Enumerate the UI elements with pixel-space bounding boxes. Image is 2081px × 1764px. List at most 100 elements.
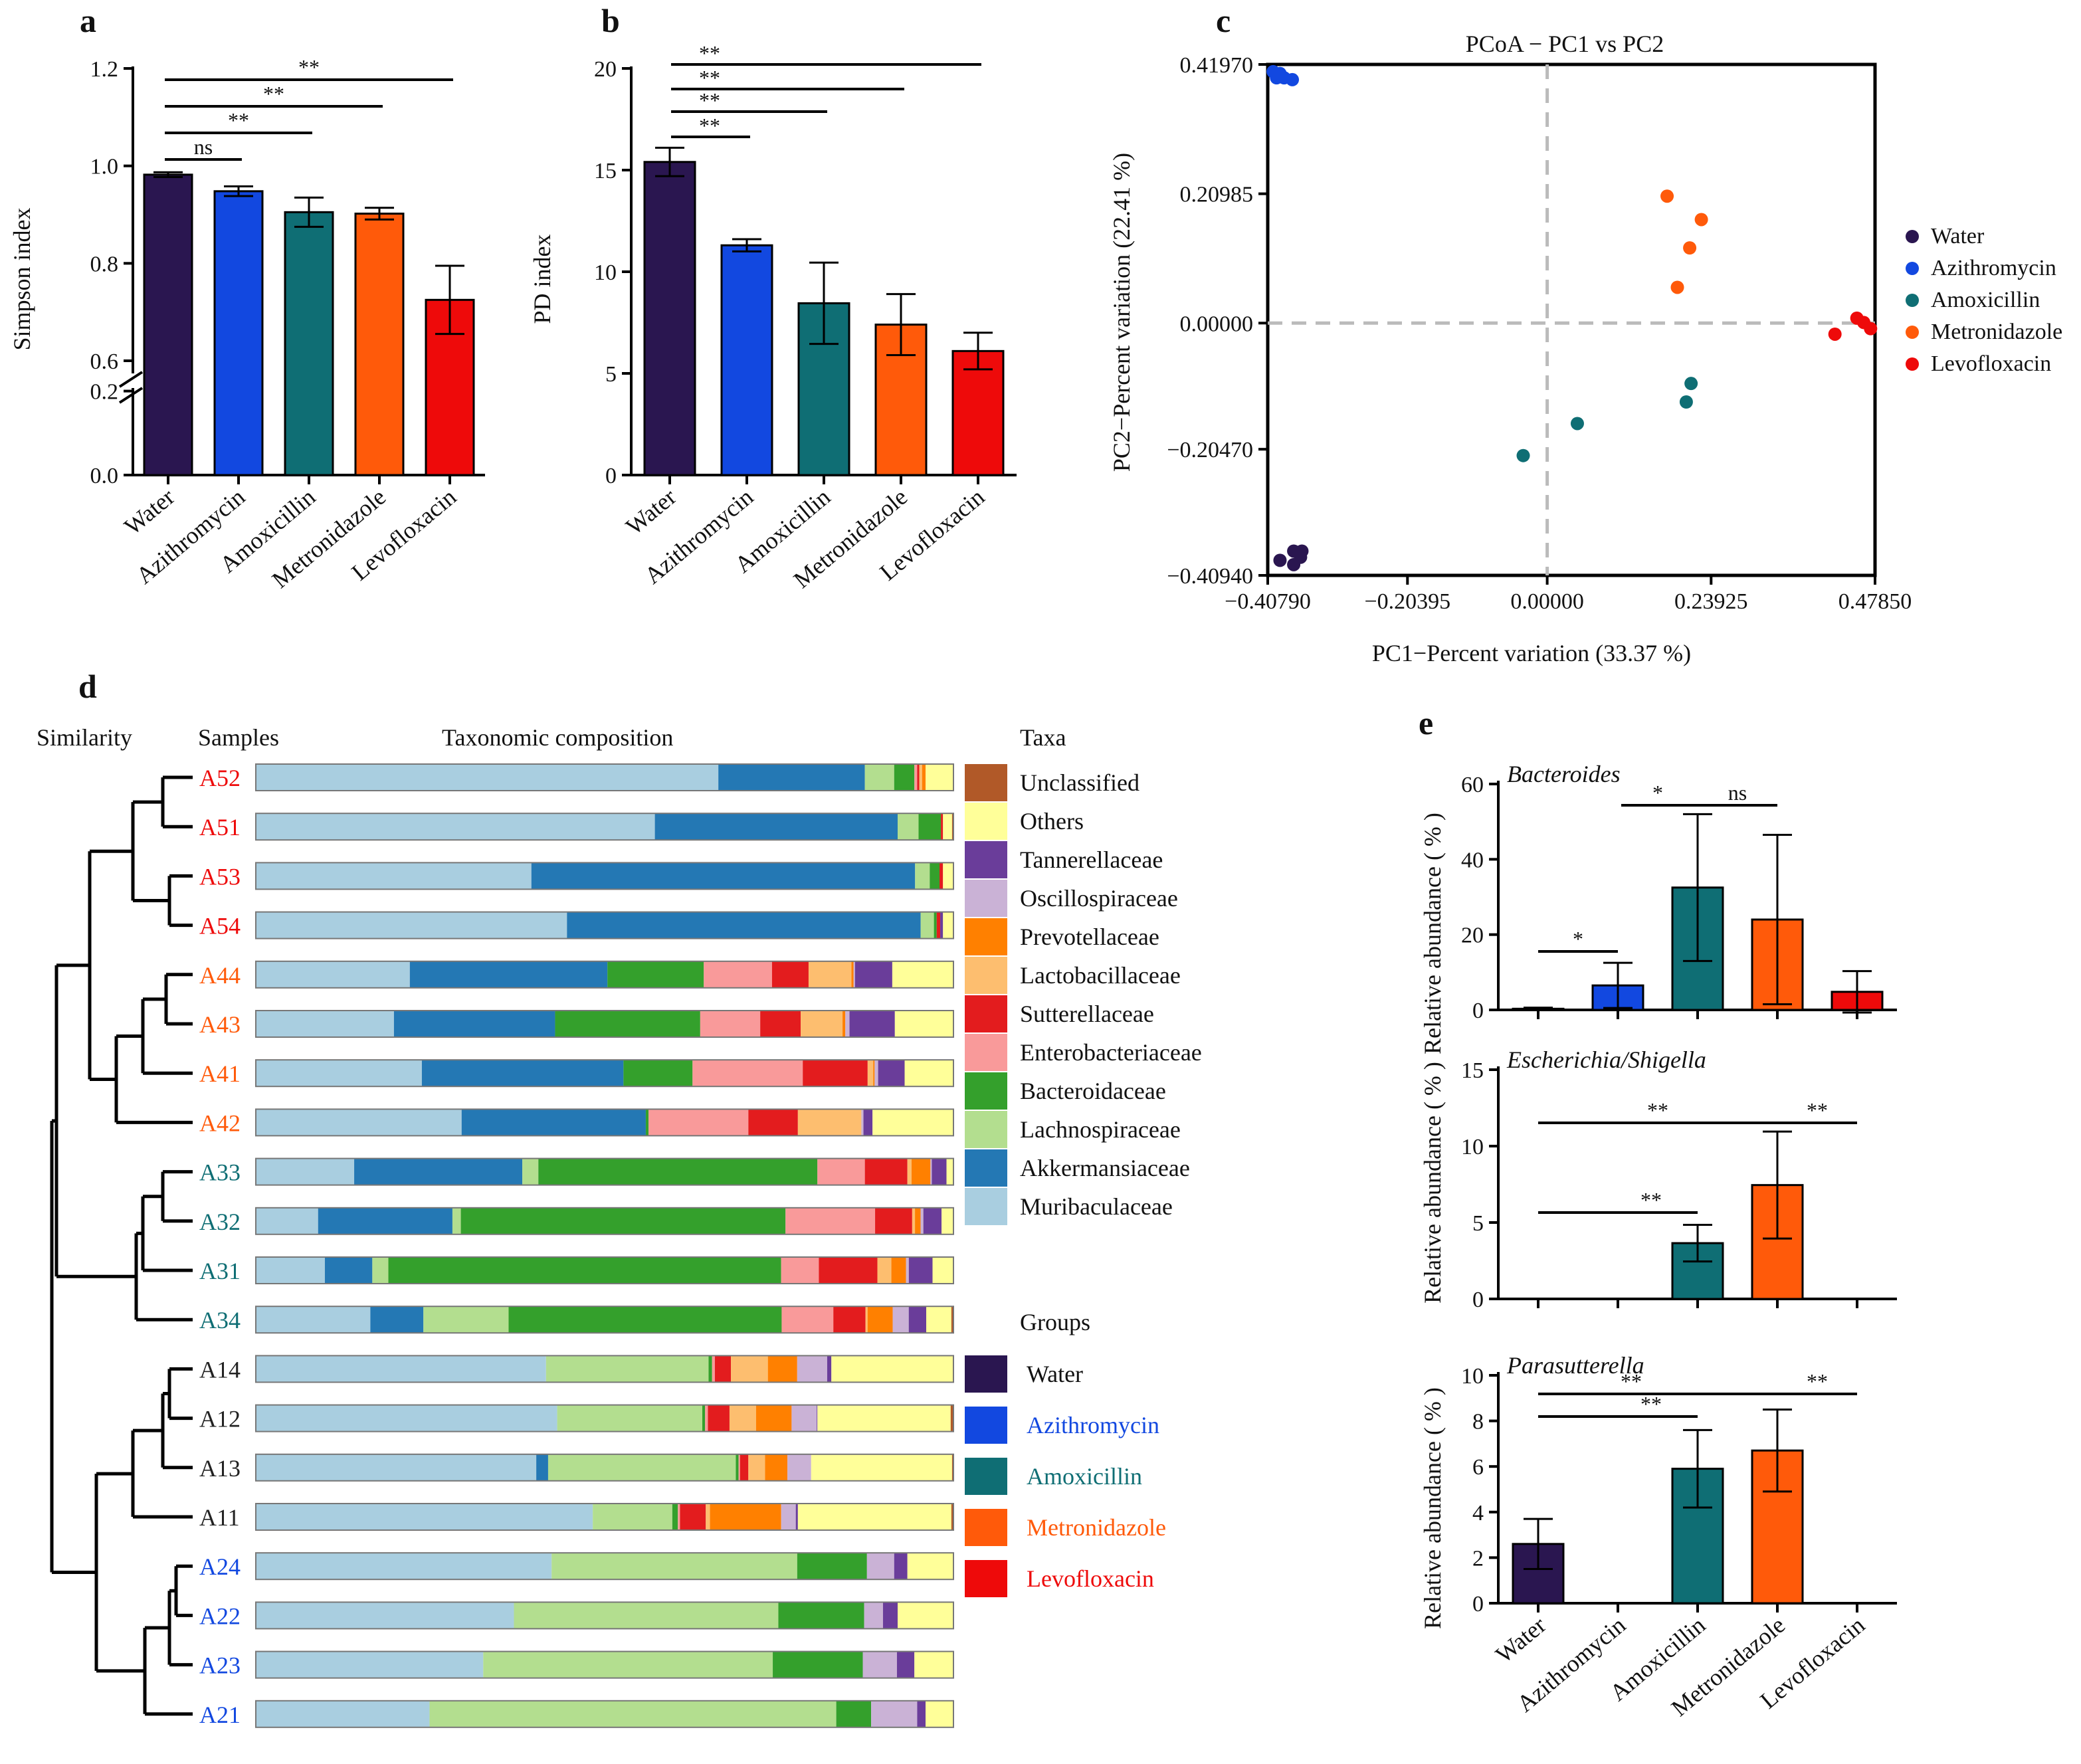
d-segment-sutterellaceae bbox=[714, 1355, 732, 1383]
d-segment-lachnospiraceae bbox=[593, 1504, 672, 1530]
d-segment-others bbox=[926, 1700, 953, 1727]
panel-label-b: b bbox=[601, 2, 620, 39]
b-bar-water bbox=[643, 161, 696, 476]
d-group-label-amoxicillin: Amoxicillin bbox=[1027, 1463, 1142, 1490]
d-segment-bacteroidaceae bbox=[894, 764, 915, 791]
d-segment-others bbox=[831, 1355, 953, 1383]
d-segment-bacteroidaceae bbox=[538, 1158, 818, 1185]
e2-subplot-title: Escherichia/Shigella bbox=[1506, 1046, 1706, 1073]
d-taxa-swatch-unclassified bbox=[965, 764, 1007, 801]
d-segment-akkermansiaceae bbox=[654, 813, 898, 840]
c-legend-marker-water bbox=[1906, 230, 1919, 243]
d-segment-enterobacteriaceae bbox=[692, 1060, 803, 1087]
d-group-label-azithromycin: Azithromycin bbox=[1027, 1412, 1159, 1438]
b-y-tick-label: 5 bbox=[605, 362, 617, 387]
e2-significance-label: ** bbox=[1640, 1188, 1662, 1212]
d-taxa-swatch-tannerellaceae bbox=[965, 841, 1007, 878]
d-stacked-bar-a43 bbox=[255, 1010, 954, 1038]
d-stacked-bar-a23 bbox=[255, 1650, 954, 1679]
d-taxa-swatch-lachnospiraceae bbox=[965, 1111, 1007, 1148]
d-taxa-swatch-lactobacillaceae bbox=[965, 957, 1007, 994]
d-bar-outline bbox=[255, 1010, 954, 1038]
d-segment-enterobacteriaceae bbox=[781, 1306, 834, 1333]
d-segment-prevotellaceae bbox=[873, 1060, 875, 1087]
d-segment-others bbox=[946, 1158, 953, 1185]
d-segment-lachnospiraceae bbox=[915, 862, 930, 890]
d-stacked-bar-a41 bbox=[255, 1059, 954, 1088]
e1-significance-label: ns bbox=[1728, 781, 1747, 805]
d-group-swatch-metronidazole bbox=[965, 1509, 1007, 1546]
d-stacked-bar-a11 bbox=[255, 1503, 954, 1531]
d-segment-enterobacteriaceae bbox=[738, 1454, 740, 1481]
d-taxa-label-tannerellaceae: Tannerellaceae bbox=[1020, 846, 1163, 873]
d-stacked-bar-a12 bbox=[255, 1404, 954, 1432]
panel-c-pcoa-chart: PCoA − PC1 vs PC2 −0.40790 −0.20395 0.00000… bbox=[1108, 31, 2062, 666]
d-segment-muribaculaceae bbox=[256, 1405, 557, 1432]
d-segment-others bbox=[892, 961, 953, 988]
c-point-metronidazole bbox=[1683, 241, 1697, 255]
d-taxa-swatch-sutterellaceae bbox=[965, 995, 1007, 1032]
d-segment-lachnospiraceae bbox=[920, 912, 934, 939]
d-taxa-label-prevotellaceae: Prevotellaceae bbox=[1020, 924, 1159, 950]
d-sample-label-a41: A41 bbox=[199, 1060, 241, 1087]
d-segment-oscillospiraceae bbox=[791, 1405, 817, 1432]
d-bar-outline bbox=[255, 1700, 954, 1728]
d-segment-others bbox=[898, 1602, 953, 1629]
d-stacked-bar-a51 bbox=[255, 813, 954, 841]
e2-y-tick-label: 0 bbox=[1472, 1288, 1484, 1312]
d-segment-lactobacillaceae bbox=[867, 1060, 874, 1087]
c-y-axis-title: PC2−Percent variation (22.41 %) bbox=[1108, 153, 1135, 472]
b-significance-label: ** bbox=[699, 41, 720, 65]
d-segment-others bbox=[932, 1257, 953, 1284]
d-segment-muribaculaceae bbox=[256, 764, 719, 791]
d-segment-enterobacteriaceae bbox=[704, 961, 772, 988]
c-point-metronidazole bbox=[1660, 189, 1674, 203]
d-segment-tannerellaceae bbox=[908, 1257, 933, 1284]
d-sample-label-a12: A12 bbox=[199, 1406, 241, 1432]
d-segment-prevotellaceae bbox=[867, 1306, 893, 1333]
d-segment-lachnospiraceae bbox=[547, 1454, 736, 1481]
d-sample-label-a23: A23 bbox=[199, 1652, 241, 1679]
d-segment-lactobacillaceae bbox=[919, 764, 922, 791]
d-segment-unclassified bbox=[951, 1454, 953, 1481]
b-bar-levofloxacin bbox=[951, 349, 1005, 476]
a-y-tick-label: 0.6 bbox=[90, 349, 119, 374]
c-legend-marker-azithromycin bbox=[1906, 262, 1919, 275]
d-segment-oscillospiraceae bbox=[871, 1700, 918, 1727]
d-segment-lachnospiraceae bbox=[898, 813, 919, 840]
e3-y-tick-label: 10 bbox=[1461, 1364, 1484, 1389]
a-significance-label: ** bbox=[228, 108, 249, 132]
d-segment-lactobacillaceae bbox=[731, 1355, 768, 1383]
c-point-amoxicillin bbox=[1684, 377, 1698, 391]
d-segment-sutterellaceae bbox=[936, 912, 941, 939]
c-point-levofloxacin bbox=[1828, 327, 1842, 341]
d-segment-tannerellaceae bbox=[908, 1306, 927, 1333]
d-segment-unclassified bbox=[951, 1504, 953, 1530]
d-bar-outline bbox=[255, 813, 954, 841]
d-segment-sutterellaceae bbox=[803, 1060, 868, 1087]
d-segment-others bbox=[914, 1651, 953, 1678]
c-x-axis-title: PC1−Percent variation (33.37 %) bbox=[1372, 640, 1691, 666]
a-x-tick-label-water: Water bbox=[119, 483, 179, 539]
d-segment-muribaculaceae bbox=[256, 1158, 355, 1185]
d-bar-outline bbox=[255, 1453, 954, 1482]
e1-error-bar-water bbox=[1524, 1007, 1553, 1011]
d-taxa-swatch-bacteroidaceae bbox=[965, 1072, 1007, 1110]
d-sample-label-a53: A53 bbox=[199, 863, 241, 890]
d-segment-enterobacteriaceae bbox=[817, 1158, 865, 1185]
d-stacked-bar-a52 bbox=[255, 763, 954, 791]
c-legend-label-metronidazole: Metronidazole bbox=[1931, 320, 2062, 344]
d-segment-lactobacillaceae bbox=[729, 1405, 756, 1432]
d-taxa-swatch-others bbox=[965, 803, 1007, 840]
d-segment-enterobacteriaceae bbox=[781, 1257, 819, 1284]
d-segment-prevotellaceae bbox=[755, 1405, 792, 1432]
d-bar-outline bbox=[255, 1650, 954, 1679]
d-segment-sutterellaceae bbox=[819, 1257, 878, 1284]
d-taxa-label-muribaculaceae: Muribaculaceae bbox=[1020, 1193, 1173, 1220]
b-significance-label: ** bbox=[699, 114, 720, 138]
d-segment-sutterellaceae bbox=[740, 1454, 749, 1481]
d-segment-bacteroidaceae bbox=[702, 1405, 706, 1432]
c-x-tick-label: −0.20395 bbox=[1364, 589, 1450, 614]
a-bar-metronidazole bbox=[354, 213, 405, 476]
c-legend-marker-amoxicillin bbox=[1906, 294, 1919, 307]
